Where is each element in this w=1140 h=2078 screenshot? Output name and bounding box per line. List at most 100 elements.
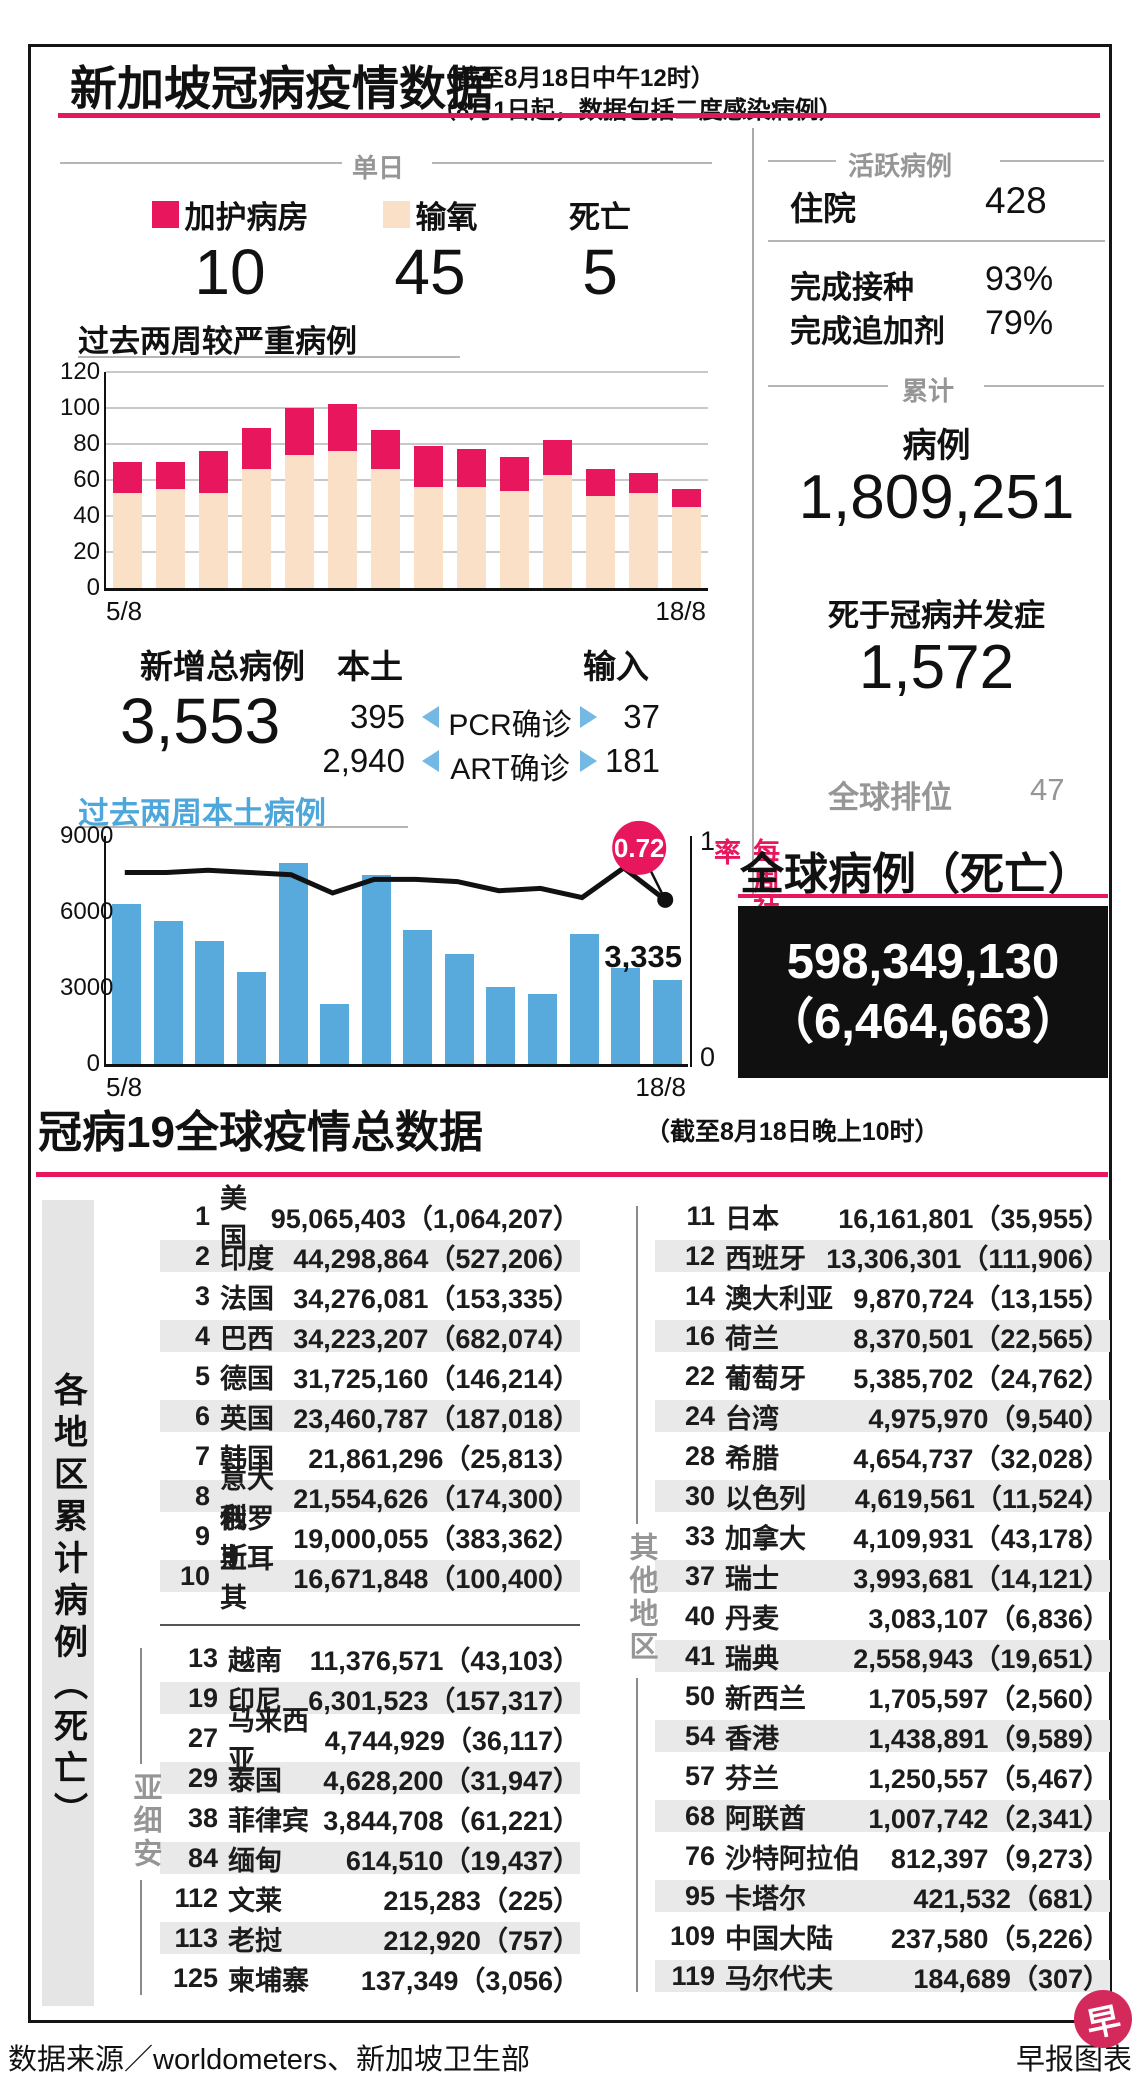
icu-legend-swatch [151,201,179,228]
country-cases-deaths: 215,283（225） [383,1885,580,1916]
country-name: 卡塔尔 [725,1883,806,1914]
global-cases-value: 598,349,130 [786,935,1060,989]
icu-bar-segment [328,404,357,452]
country-rank: 95 [684,1880,715,1911]
country-cases-deaths: 11,376,571（43,103） [309,1645,580,1676]
y-tick-label: 9000 [60,822,114,849]
country-cases-deaths: 3,844,708（61,221） [323,1805,580,1836]
daily-stat-value: 10 [194,236,266,308]
y-tick-label: 40 [73,502,100,529]
local-column-header: 本土 [337,648,403,685]
local-chart-x-last: 18/8 [635,1072,686,1102]
growth-rate-callout-value: 0.72 [614,833,665,863]
global-heading-underline [738,894,1108,898]
table-row: 4 巴西 34,223,207（682,074） [160,1320,580,1354]
country-cases-deaths: 34,276,081（153,335） [293,1283,580,1314]
global-cases-heading: 全球病例（死亡） [740,850,1092,899]
country-cases-deaths: 3,083,107（6,836） [868,1603,1110,1634]
severe-cases-chart: 5/8 18/8 0 20 40 60 80 100 120 [60,359,720,630]
daily-stat: 加护病房 10 [110,192,350,307]
country-name: 新西兰 [725,1683,806,1714]
local-cases-bar [569,933,599,1064]
country-name: 菲律宾 [228,1805,309,1836]
local-cases-chart: 1 0 3,335 5/8 18/8 0.72 0 3000 6000 9000 [60,820,760,1136]
country-rank: 109 [669,1920,715,1951]
asean-bracket-bottom [140,1880,142,1995]
country-rank: 22 [684,1360,715,1391]
table-title-note: （截至8月18日晚上10时） [645,1118,940,1146]
local-cases-bar [403,929,433,1064]
country-cases-deaths: 4,744,929（36,117） [324,1725,580,1756]
table-row: 68 阿联酋 1,007,742（2,341） [655,1800,1110,1834]
icu-bar-segment [500,456,529,491]
icu-bar-segment [156,462,185,489]
daily-stat-label: 输氧 [415,200,478,235]
last-bar-value-label: 3,335 [604,939,682,974]
active-divider [768,240,1105,242]
icu-bar-segment [629,472,658,493]
country-name: 美国 [220,1184,247,1253]
country-name: 中国大陆 [725,1923,833,1954]
daily-legend-row: 输氧 [382,192,478,237]
country-cases-deaths: 21,861,296（25,813） [308,1443,580,1474]
pcr-imported-value: 37 [623,698,660,735]
table-title: 冠病19全球疫情总数据 [38,1108,483,1157]
country-name: 英国 [220,1403,274,1434]
local-chart-title: 过去两周本土病例 [78,796,326,831]
country-name: 加拿大 [725,1523,806,1554]
local-cases-bar [278,862,308,1064]
oxygen-bar-segment [543,474,572,588]
daily-stat: 死亡 5 [520,192,680,307]
country-name: 老挝 [228,1925,282,1956]
table-row: 22 葡萄牙 5,385,702（24,762） [655,1360,1110,1394]
new-cases-total: 3,553 [120,685,281,757]
oxygen-bar-segment [328,451,357,588]
growth-rate-callout [612,820,667,875]
table-row: 14 澳大利亚 9,870,724（13,155） [655,1280,1110,1314]
country-cases-deaths: 614,510（19,437） [345,1845,580,1876]
global-cases-box: 598,349,130 （6,464,663） [738,906,1108,1078]
country-rank: 76 [684,1840,715,1871]
country-rank: 5 [194,1360,210,1391]
country-name: 法国 [220,1283,274,1314]
table-top10: 1 美国 95,065,403（1,064,207） 2 印度 44,298,864（52… [160,1184,580,1613]
cumulative-deaths-label: 死于冠病并发症 [828,598,1045,633]
country-rank: 3 [194,1280,210,1311]
country-cases-deaths: 4,619,561（11,524） [854,1483,1110,1514]
oxygen-bar-segment [156,489,185,588]
country-name: 瑞士 [725,1563,779,1594]
local-cases-bar [444,953,474,1064]
country-rank: 2 [194,1240,210,1271]
oxygen-bar-segment [371,469,400,588]
daily-stat-label: 死亡 [569,200,631,235]
country-name: 西班牙 [725,1243,806,1274]
column-divider [752,128,754,898]
country-rank: 40 [684,1600,715,1631]
country-name: 阿联酋 [725,1803,806,1834]
country-name: 台湾 [725,1403,779,1434]
table-row: 28 希腊 4,654,737（32,028） [655,1440,1110,1474]
country-name: 俄罗斯 [220,1504,274,1573]
country-cases-deaths: 3,993,681（14,121） [853,1563,1110,1594]
country-rank: 7 [194,1440,210,1471]
table-row: 13 越南 11,376,571（43,103） [160,1642,580,1676]
table-group-divider [160,1624,580,1626]
country-rank: 84 [187,1842,218,1873]
severe-chart-x-last: 18/8 [655,596,706,626]
country-cases-deaths: 4,975,970（9,540） [868,1403,1110,1434]
right-arrow-icon [580,750,597,772]
growth-axis-bottom-label: 0 [700,1042,716,1072]
country-cases-deaths: 237,580（5,226） [890,1923,1110,1954]
country-cases-deaths: 23,460,787（187,018） [293,1403,580,1434]
vaccinated-value: 93% [985,260,1054,298]
country-rank: 37 [684,1560,715,1591]
table-row: 27 马来西亚 4,744,929（36,117） [160,1706,580,1775]
country-name: 越南 [228,1645,282,1676]
local-chart-plot [104,836,688,1067]
country-rank: 28 [684,1440,715,1471]
country-name: 缅甸 [228,1845,282,1876]
global-rank-value: 47 [1030,772,1065,807]
local-chart-right-axis-line [690,836,692,1067]
y-tick-label: 120 [60,358,101,385]
daily-line-right [432,162,712,164]
